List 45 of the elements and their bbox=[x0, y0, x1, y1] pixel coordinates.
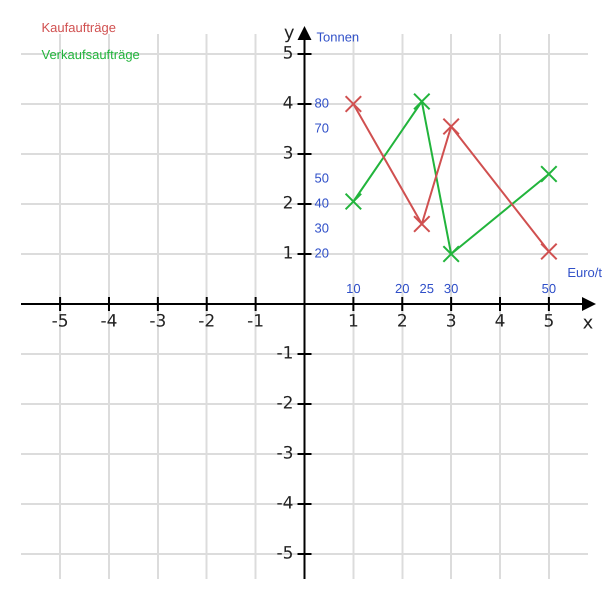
y-tick-label: 5 bbox=[282, 43, 294, 64]
y-axis-title: y bbox=[284, 22, 295, 44]
x-tick-label: 4 bbox=[494, 312, 506, 332]
y-tick-label: -1 bbox=[276, 343, 294, 364]
point bbox=[413, 92, 431, 110]
point bbox=[413, 215, 431, 233]
x-tick-label: -1 bbox=[247, 312, 264, 332]
x2-tick-label: 20 bbox=[395, 281, 410, 296]
y2-tick-label: 30 bbox=[314, 220, 329, 236]
point bbox=[442, 245, 460, 263]
x-tick-label: -3 bbox=[149, 312, 166, 332]
y-tick-label: 4 bbox=[282, 93, 294, 114]
y2-tick-label: 70 bbox=[314, 120, 329, 136]
point bbox=[540, 165, 558, 183]
y2-tick-label: 40 bbox=[314, 196, 329, 211]
y-tick-label: -5 bbox=[276, 543, 294, 564]
x-tick-label: 2 bbox=[396, 312, 408, 332]
x-tick-label: 5 bbox=[543, 312, 554, 332]
y2-tick-label: 50 bbox=[314, 170, 329, 186]
x2-tick-label: 50 bbox=[542, 281, 556, 296]
x2-axis-title: Euro/t bbox=[567, 265, 602, 280]
point bbox=[344, 192, 362, 210]
y-tick-label: 1 bbox=[282, 243, 294, 264]
x2-tick-label: 30 bbox=[444, 281, 458, 296]
y2-tick-label: 20 bbox=[314, 246, 329, 261]
y-tick-label: -4 bbox=[276, 493, 294, 514]
y-tick-label: 3 bbox=[282, 143, 294, 164]
y-tick-label: -2 bbox=[276, 393, 294, 414]
x2-tick-label: 25 bbox=[419, 281, 434, 296]
x-tick-label: -5 bbox=[52, 312, 69, 332]
point bbox=[442, 118, 460, 136]
x-axis-title: x bbox=[582, 312, 594, 334]
text: Verkaufsaufträge bbox=[42, 47, 140, 62]
y2-axis-title: Tonnen bbox=[316, 30, 360, 45]
point bbox=[540, 242, 558, 260]
y-tick-label: -3 bbox=[276, 443, 294, 464]
x-tick-label: -2 bbox=[198, 312, 216, 332]
text: Kaufaufträge bbox=[42, 20, 116, 36]
y2-tick-label: 80 bbox=[314, 96, 329, 111]
x-tick-label: 3 bbox=[446, 312, 457, 332]
x2-tick-label: 10 bbox=[346, 281, 361, 296]
x-tick-label: 1 bbox=[348, 312, 359, 332]
x-tick-label: -4 bbox=[100, 312, 118, 332]
y-tick-label: 2 bbox=[282, 193, 294, 214]
point bbox=[344, 95, 362, 113]
